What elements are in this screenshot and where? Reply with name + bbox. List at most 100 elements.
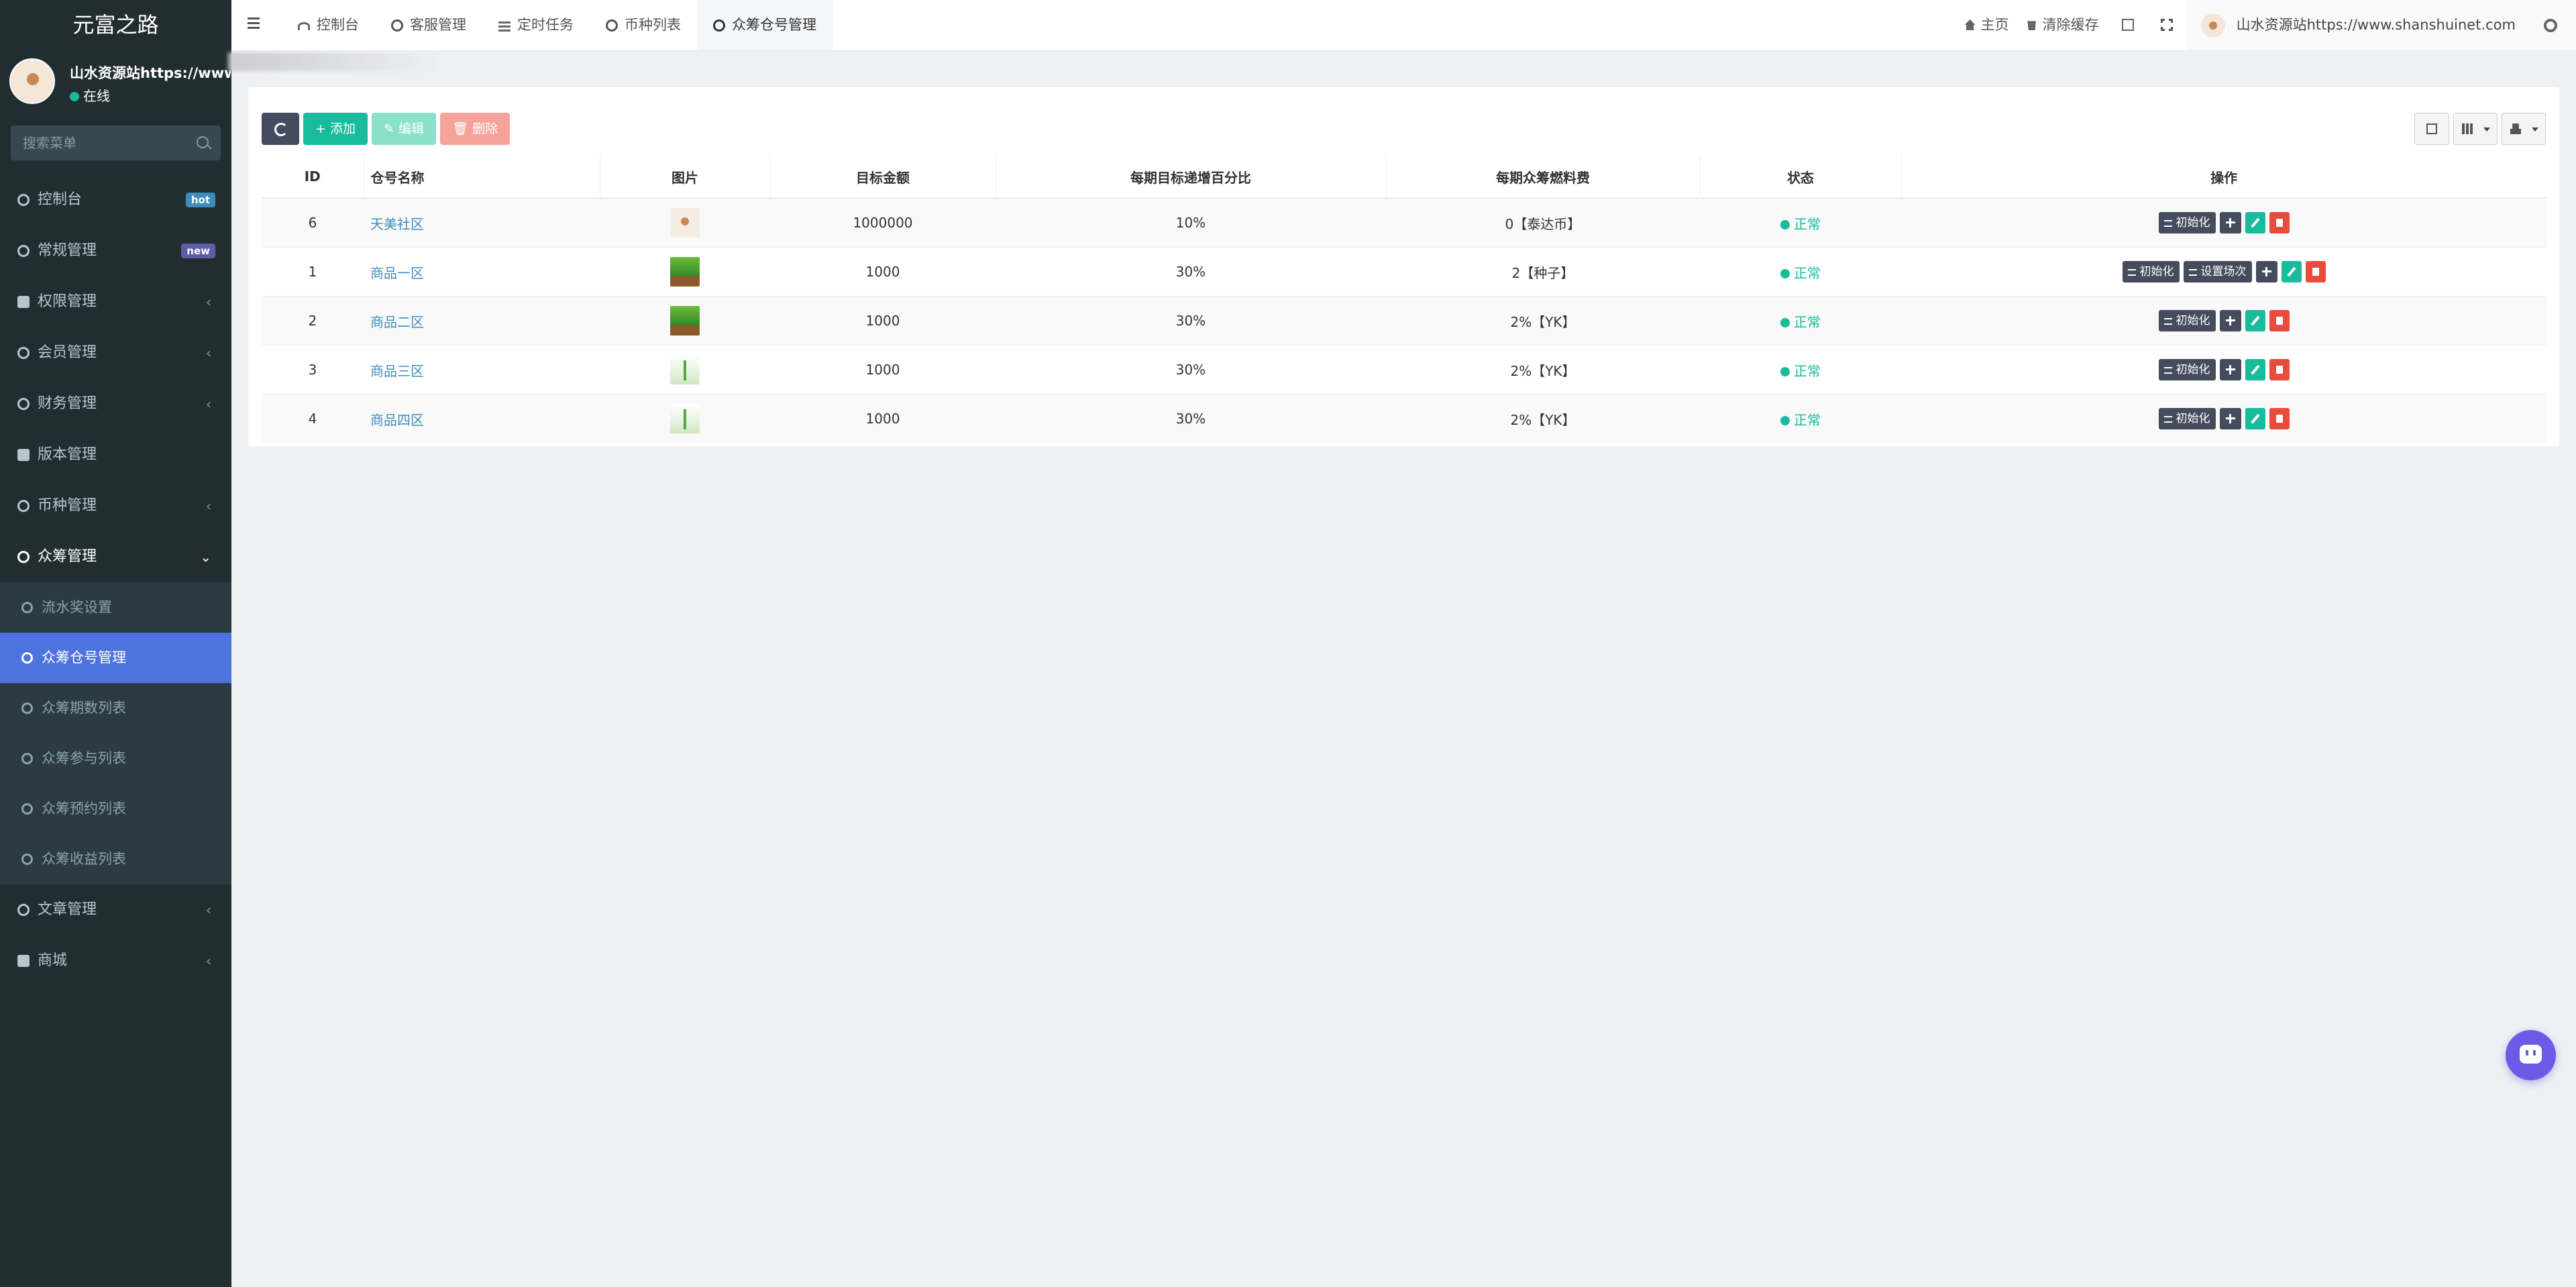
user-menu[interactable]: 山水资源站https://www.shanshuinet.com (2186, 0, 2576, 50)
delete-button[interactable]: 🗑 删除 (439, 113, 511, 145)
sidebar-item-permissions[interactable]: 权限管理 ‹ (0, 276, 231, 327)
toggle-view-button[interactable] (2414, 113, 2449, 145)
delete-row-button[interactable] (2269, 408, 2290, 429)
drag-button[interactable] (2255, 261, 2277, 282)
trash-icon (2027, 21, 2037, 30)
init-button[interactable]: 初始化 (2122, 261, 2180, 282)
table-row[interactable]: 4 商品四区 1000 30% 2%【YK】 正常 初始化 (262, 394, 2546, 443)
edit-row-button[interactable] (2245, 310, 2265, 331)
column-header[interactable]: 每期众筹燃料费 (1386, 156, 1701, 199)
submenu-item-warehouse[interactable]: 众筹仓号管理 (0, 633, 231, 683)
thumbnail-image[interactable] (670, 404, 700, 433)
cell-name-link[interactable]: 商品二区 (364, 296, 600, 346)
column-header[interactable]: 状态 (1700, 156, 1902, 199)
table-row[interactable]: 6 天美社区 1000000 10% 0【泰达币】 正常 初始化 (262, 197, 2546, 248)
tab-scheduled-tasks[interactable]: 定时任务 (482, 0, 590, 50)
circle-icon (21, 652, 33, 664)
cell-name-link[interactable]: 商品一区 (364, 247, 600, 297)
column-header[interactable]: ID (262, 156, 364, 199)
search-icon[interactable] (197, 136, 209, 148)
submenu-item-earnings[interactable]: 众筹收益列表 (0, 834, 231, 884)
init-button[interactable]: 初始化 (2158, 212, 2216, 234)
thumbnail-image[interactable] (670, 257, 700, 287)
edit-row-button[interactable] (2281, 261, 2302, 282)
drag-button[interactable] (2219, 310, 2241, 331)
columns-button[interactable] (2453, 113, 2498, 145)
sidebar-item-dashboard[interactable]: 控制台 hot (0, 174, 231, 225)
sidebar-item-label: 控制台 (38, 191, 83, 208)
sidebar-item-articles[interactable]: 文章管理 ‹ (0, 884, 231, 935)
column-header[interactable]: 图片 (600, 156, 771, 199)
init-button[interactable]: 初始化 (2158, 310, 2216, 331)
status-label: 正常 (1794, 313, 1821, 330)
submenu-item-periods[interactable]: 众筹期数列表 (0, 683, 231, 733)
sidebar-item-currency[interactable]: 币种管理 ‹ (0, 480, 231, 531)
home-link[interactable]: 主页 (1957, 0, 2019, 50)
sidebar-item-general[interactable]: 常规管理 new (0, 225, 231, 276)
column-header[interactable]: 操作 (1901, 156, 2546, 199)
submenu-item-participants[interactable]: 众筹参与列表 (0, 733, 231, 784)
edit-button[interactable]: ✎ 编辑 (371, 113, 436, 145)
sidebar-item-finance[interactable]: 财务管理 ‹ (0, 378, 231, 429)
thumbnail-image[interactable] (670, 306, 700, 336)
drag-button[interactable] (2219, 359, 2241, 380)
edit-label: 编辑 (398, 121, 424, 136)
tab-dashboard[interactable]: 控制台 (282, 0, 375, 50)
table-row[interactable]: 1 商品一区 1000 30% 2【种子】 正常 初始化 设置场次 (262, 247, 2546, 297)
clear-cache-button[interactable]: 清除缓存 (2019, 0, 2108, 50)
tab-currency-list[interactable]: 币种列表 (590, 0, 697, 50)
sidebar-item-crowdfunding[interactable]: 众筹管理 ⌄ (0, 531, 231, 582)
brand-title[interactable]: 元富之路 (0, 0, 231, 50)
sidebar-item-mall[interactable]: 商城 ‹ (0, 935, 231, 986)
drag-button[interactable] (2219, 212, 2241, 234)
nav-tabs: 控制台 客服管理 定时任务 币种列表 众筹仓号管理 (282, 0, 833, 50)
chat-bubble-icon[interactable] (2506, 1030, 2556, 1080)
edit-row-button[interactable] (2245, 408, 2265, 429)
circle-icon (21, 803, 33, 815)
edit-row-button[interactable] (2245, 212, 2265, 234)
delete-row-button[interactable] (2269, 310, 2290, 331)
gear-icon[interactable] (2544, 19, 2557, 32)
dashboard-icon (298, 22, 310, 30)
cell-name-link[interactable]: 商品三区 (364, 345, 600, 395)
thumbnail-image[interactable] (670, 208, 700, 238)
sidebar-item-label: 众筹管理 (38, 548, 97, 565)
sidebar-item-members[interactable]: 会员管理 ‹ (0, 327, 231, 378)
cell-name-link[interactable]: 天美社区 (364, 197, 600, 248)
cell-increase: 30% (996, 296, 1386, 346)
chevron-left-icon: ‹ (206, 396, 211, 412)
top-header: 控制台 客服管理 定时任务 币种列表 众筹仓号管理 主页 清除缓存 山水资源站h… (231, 0, 2576, 51)
menu-toggle-icon[interactable] (248, 17, 260, 19)
thumbnail-image[interactable] (670, 355, 700, 384)
delete-row-button[interactable] (2269, 212, 2290, 234)
refresh-button[interactable] (262, 113, 299, 145)
drag-button[interactable] (2219, 408, 2241, 429)
tab-customer-service[interactable]: 客服管理 (375, 0, 482, 50)
init-button[interactable]: 初始化 (2158, 408, 2216, 429)
column-header[interactable]: 每期目标递增百分比 (996, 156, 1387, 199)
init-label: 初始化 (2176, 363, 2210, 376)
cell-increase: 30% (996, 394, 1386, 443)
delete-row-button[interactable] (2305, 261, 2326, 282)
menu-search-input[interactable] (11, 125, 191, 160)
export-button[interactable] (2502, 113, 2546, 145)
fullscreen-button[interactable] (2147, 0, 2186, 50)
tab-warehouse-management[interactable]: 众筹仓号管理 (697, 0, 833, 50)
set-session-button[interactable]: 设置场次 (2183, 261, 2252, 282)
warehouse-table: ID 仓号名称 图片 目标金额 每期目标递增百分比 每期众筹燃料费 状态 操作 … (262, 156, 2546, 443)
table-row[interactable]: 2 商品二区 1000 30% 2%【YK】 正常 初始化 (262, 296, 2546, 346)
cell-name-link[interactable]: 商品四区 (364, 394, 600, 443)
submenu-item-label: 众筹仓号管理 (42, 650, 126, 666)
table-row[interactable]: 3 商品三区 1000 30% 2%【YK】 正常 初始化 (262, 345, 2546, 395)
column-header[interactable]: 目标金额 (770, 156, 996, 199)
column-header[interactable]: 仓号名称 (364, 156, 600, 199)
delete-row-button[interactable] (2269, 359, 2290, 380)
submenu-item-reservations[interactable]: 众筹预约列表 (0, 784, 231, 834)
sidebar-item-version[interactable]: 版本管理 (0, 429, 231, 480)
init-button[interactable]: 初始化 (2158, 359, 2216, 380)
add-button[interactable]: + 添加 (303, 113, 368, 145)
language-button[interactable] (2108, 0, 2147, 50)
random-icon (2163, 367, 2172, 374)
edit-row-button[interactable] (2245, 359, 2265, 380)
submenu-item-flow-reward[interactable]: 流水奖设置 (0, 582, 231, 633)
